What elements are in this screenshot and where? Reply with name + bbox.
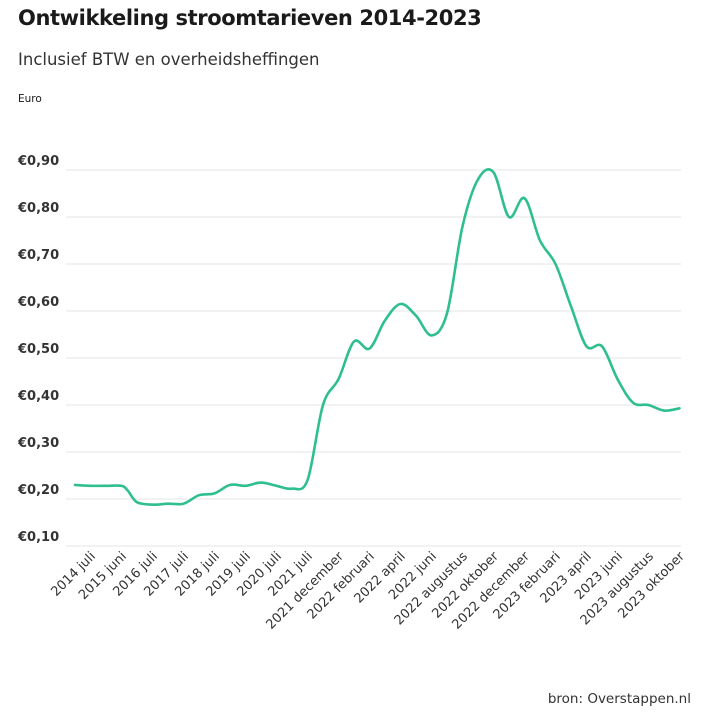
- y-tick-label: €0,20: [17, 483, 59, 498]
- chart-title-years: 2014-2023: [359, 6, 482, 30]
- chart-title: Ontwikkeling stroomtarieven 2014-2023: [18, 6, 482, 30]
- y-tick-label: €0,50: [17, 342, 59, 357]
- y-axis-ticks: €0,10 €0,20 €0,30 €0,40 €0,50 €0,60 €0,70 €0,80…: [17, 154, 59, 545]
- y-tick-label: €0,60: [17, 295, 59, 310]
- y-tick-label: €0,70: [17, 248, 59, 263]
- gridlines: [66, 169, 681, 547]
- y-tick-label: €0,40: [17, 389, 59, 404]
- y-axis-unit-label: Euro: [18, 93, 42, 105]
- y-tick-label: €0,80: [17, 201, 59, 216]
- source-label: bron: Overstappen.nl: [547, 691, 691, 707]
- y-tick-label: €0,30: [17, 436, 59, 451]
- chart-subtitle: Inclusief BTW en overheidsheffingen: [18, 50, 320, 69]
- y-tick-label: €0,90: [17, 154, 59, 169]
- y-tick-label: €0,10: [17, 530, 59, 545]
- chart-title-main: Ontwikkeling stroomtarieven: [18, 6, 360, 30]
- price-series-line: [73, 168, 681, 506]
